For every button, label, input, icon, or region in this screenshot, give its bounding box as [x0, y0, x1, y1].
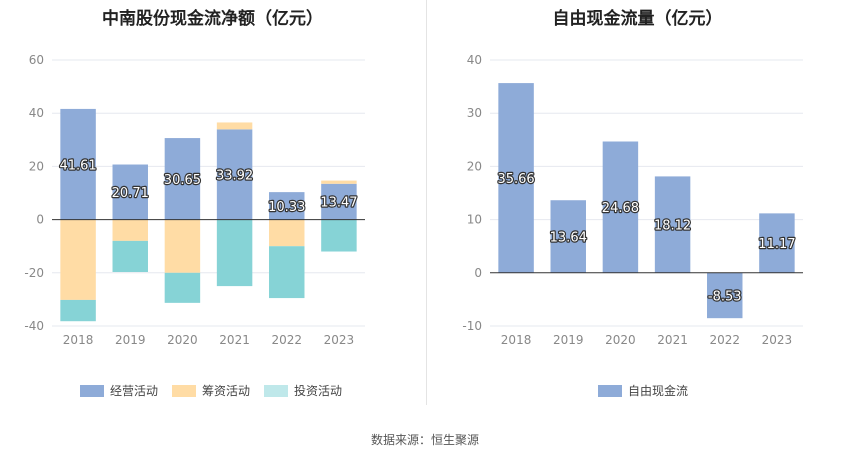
data-label: 13.47: [320, 196, 357, 211]
bar-series-1: [321, 180, 357, 184]
legend-item-fcf[interactable]: 自由现金流: [598, 382, 688, 399]
y-tick-label: 20: [467, 159, 482, 173]
x-tick-label: 2019: [115, 333, 146, 347]
bar-primary: [707, 272, 743, 319]
legend-item-financing[interactable]: 筹资活动: [172, 382, 250, 399]
y-tick-label: 0: [36, 213, 44, 227]
y-tick-label: 40: [467, 53, 482, 67]
x-tick-label: 2020: [605, 333, 636, 347]
bar-primary: [321, 183, 357, 220]
x-tick-label: 2021: [219, 333, 250, 347]
bar-primary: [216, 129, 253, 220]
legend-swatch-investing: [264, 384, 289, 397]
chart-title-fcf: 自由现金流量（亿元）: [552, 9, 723, 29]
panel-divider: [426, 0, 427, 405]
legend-label-fcf: 自由现金流: [628, 384, 689, 398]
data-label: 41.61: [59, 158, 96, 173]
bar-primary: [269, 192, 305, 220]
bar-series-1: [269, 219, 305, 247]
data-label: 10.33: [268, 200, 305, 215]
data-label: 30.65: [164, 173, 201, 188]
y-tick-label: 0: [474, 266, 482, 280]
bar-series-1: [164, 219, 201, 273]
data-label: 20.71: [112, 186, 149, 201]
x-tick-label: 2021: [657, 333, 688, 347]
data-label: 13.64: [550, 231, 587, 246]
bar-series-2: [164, 272, 201, 303]
legend-label-operating: 经营活动: [110, 384, 159, 398]
bar-series-2: [216, 219, 253, 287]
legend-item-operating[interactable]: 经营活动: [80, 382, 158, 399]
y-tick-label: 40: [29, 106, 44, 120]
bar-primary: [498, 83, 534, 273]
bar-series-2: [112, 240, 148, 273]
y-tick-label: 10: [467, 213, 482, 227]
y-tick-label: -20: [24, 266, 44, 280]
data-source: 数据来源：恒生聚源: [370, 433, 479, 447]
bar-primary: [60, 108, 96, 220]
data-label: 11.17: [758, 237, 795, 252]
legend-swatch-operating: [80, 384, 104, 397]
legend-fcf: 自由现金流: [598, 382, 688, 399]
bar-series-2: [269, 246, 305, 299]
data-label: 35.66: [497, 172, 534, 187]
bar-primary: [550, 200, 586, 273]
data-label: 24.68: [602, 201, 639, 216]
x-tick-label: 2023: [762, 333, 793, 347]
legend-label-investing: 投资活动: [294, 384, 343, 398]
bar-primary: [164, 138, 201, 220]
bar-series-2: [321, 219, 357, 252]
legend-swatch-financing: [172, 384, 197, 397]
y-tick-label: 30: [467, 106, 482, 120]
legend-swatch-fcf: [598, 384, 622, 397]
bar-series-1: [112, 219, 148, 241]
x-tick-label: 2022: [709, 333, 740, 347]
y-tick-label: -40: [24, 319, 44, 333]
data-label: 18.12: [654, 219, 691, 234]
bar-series-2: [60, 299, 96, 322]
x-tick-label: 2019: [553, 333, 584, 347]
bar-series-1: [60, 219, 96, 300]
data-label: 33.92: [216, 168, 253, 183]
data-label: -8.53: [708, 289, 742, 304]
y-tick-label: -10: [462, 319, 482, 333]
chart-title-cashflow: 中南股份现金流净额（亿元）: [102, 9, 323, 29]
bar-series-1: [216, 122, 253, 130]
x-tick-label: 2022: [271, 333, 302, 347]
bar-primary: [654, 176, 691, 273]
x-tick-label: 2018: [63, 333, 94, 347]
y-tick-label: 20: [29, 159, 44, 173]
bar-primary: [759, 213, 795, 273]
x-tick-label: 2023: [324, 333, 355, 347]
x-tick-label: 2018: [501, 333, 532, 347]
legend-label-financing: 筹资活动: [202, 384, 251, 398]
legend-item-investing[interactable]: 投资活动: [264, 382, 342, 399]
x-tick-label: 2020: [167, 333, 198, 347]
y-tick-label: 60: [29, 53, 44, 67]
bar-primary: [112, 164, 148, 220]
bar-primary: [602, 141, 639, 273]
legend-cashflow: 经营活动 筹资活动 投资活动: [80, 382, 342, 399]
